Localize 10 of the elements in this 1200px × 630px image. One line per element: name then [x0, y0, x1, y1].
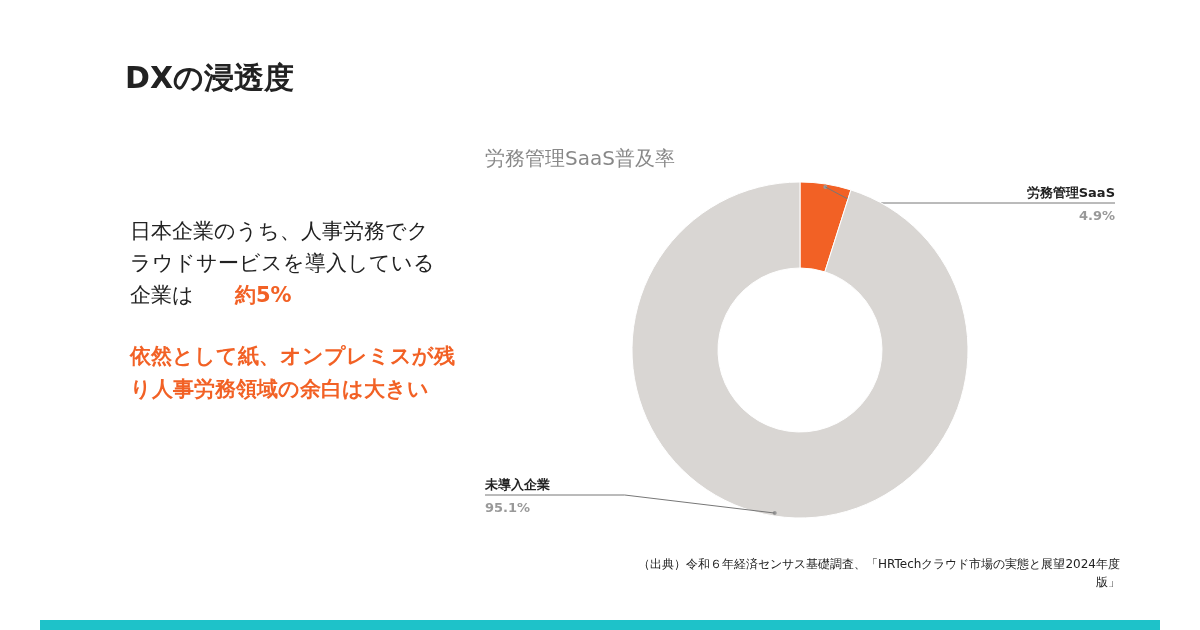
text: 依然として紙、オンプレミスが残り人事労務領域の余白は大きい [130, 343, 456, 403]
text: （出典）令和６年経済センサス基礎調査、「HRTechクラウド市場の実態と展望2024年度版」 [637, 556, 1120, 591]
slice-label: 労務管理SaaS [1026, 185, 1115, 200]
text: DXの浸透度 [125, 59, 295, 97]
data-label: 95.1% [485, 500, 531, 515]
text: 約5% [233, 283, 292, 307]
slice-label: 未導入企業 [484, 477, 550, 492]
chart-title: 労務管理SaaS普及率 [485, 146, 675, 170]
donut-slice [631, 181, 969, 519]
data-label: 4.9% [1078, 208, 1115, 223]
